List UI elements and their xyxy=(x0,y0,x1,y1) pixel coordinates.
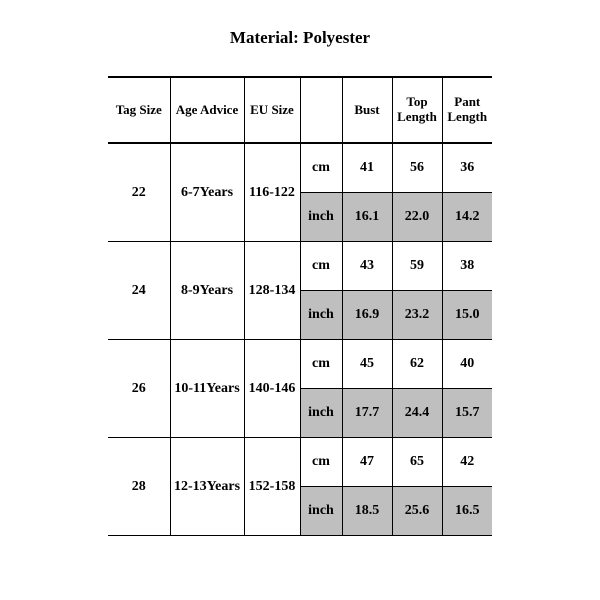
cell-bust: 43 xyxy=(342,242,392,291)
cell-unit-inch: inch xyxy=(300,193,342,242)
table-row: 26 10-11Years 140-146 cm 45 62 40 xyxy=(108,340,492,389)
cell-tag: 26 xyxy=(108,340,170,438)
cell-bust: 18.5 xyxy=(342,487,392,536)
cell-pant: 15.7 xyxy=(442,389,492,438)
header-row: Tag Size Age Advice EU Size Bust Top Len… xyxy=(108,77,492,143)
cell-eu: 140-146 xyxy=(244,340,300,438)
cell-bust: 16.9 xyxy=(342,291,392,340)
cell-bust: 16.1 xyxy=(342,193,392,242)
cell-pant: 42 xyxy=(442,438,492,487)
table-row: 28 12-13Years 152-158 cm 47 65 42 xyxy=(108,438,492,487)
cell-top: 25.6 xyxy=(392,487,442,536)
cell-eu: 152-158 xyxy=(244,438,300,536)
cell-pant: 14.2 xyxy=(442,193,492,242)
cell-top: 65 xyxy=(392,438,442,487)
cell-top: 23.2 xyxy=(392,291,442,340)
cell-tag: 24 xyxy=(108,242,170,340)
cell-tag: 28 xyxy=(108,438,170,536)
cell-unit-cm: cm xyxy=(300,340,342,389)
cell-pant: 36 xyxy=(442,143,492,193)
cell-unit-inch: inch xyxy=(300,389,342,438)
cell-tag: 22 xyxy=(108,143,170,242)
cell-top: 24.4 xyxy=(392,389,442,438)
table-row: 22 6-7Years 116-122 cm 41 56 36 xyxy=(108,143,492,193)
cell-age: 10-11Years xyxy=(170,340,244,438)
cell-top: 62 xyxy=(392,340,442,389)
cell-unit-cm: cm xyxy=(300,438,342,487)
col-tag: Tag Size xyxy=(108,77,170,143)
cell-bust: 17.7 xyxy=(342,389,392,438)
col-eu: EU Size xyxy=(244,77,300,143)
col-bust: Bust xyxy=(342,77,392,143)
cell-bust: 45 xyxy=(342,340,392,389)
size-chart-page: Material: Polyester Tag Size Age Advice … xyxy=(0,0,600,600)
cell-bust: 47 xyxy=(342,438,392,487)
cell-age: 6-7Years xyxy=(170,143,244,242)
cell-unit-inch: inch xyxy=(300,291,342,340)
cell-eu: 128-134 xyxy=(244,242,300,340)
cell-top: 56 xyxy=(392,143,442,193)
size-tbody: 22 6-7Years 116-122 cm 41 56 36 inch 16.… xyxy=(108,143,492,536)
col-unit xyxy=(300,77,342,143)
col-top: Top Length xyxy=(392,77,442,143)
cell-unit-cm: cm xyxy=(300,242,342,291)
cell-pant: 16.5 xyxy=(442,487,492,536)
table-row: 24 8-9Years 128-134 cm 43 59 38 xyxy=(108,242,492,291)
col-age: Age Advice xyxy=(170,77,244,143)
cell-age: 8-9Years xyxy=(170,242,244,340)
cell-top: 22.0 xyxy=(392,193,442,242)
cell-pant: 15.0 xyxy=(442,291,492,340)
cell-unit-cm: cm xyxy=(300,143,342,193)
col-pant: Pant Length xyxy=(442,77,492,143)
cell-pant: 38 xyxy=(442,242,492,291)
cell-age: 12-13Years xyxy=(170,438,244,536)
cell-top: 59 xyxy=(392,242,442,291)
cell-eu: 116-122 xyxy=(244,143,300,242)
size-table: Tag Size Age Advice EU Size Bust Top Len… xyxy=(108,76,492,536)
page-title: Material: Polyester xyxy=(0,28,600,48)
cell-pant: 40 xyxy=(442,340,492,389)
cell-unit-inch: inch xyxy=(300,487,342,536)
cell-bust: 41 xyxy=(342,143,392,193)
